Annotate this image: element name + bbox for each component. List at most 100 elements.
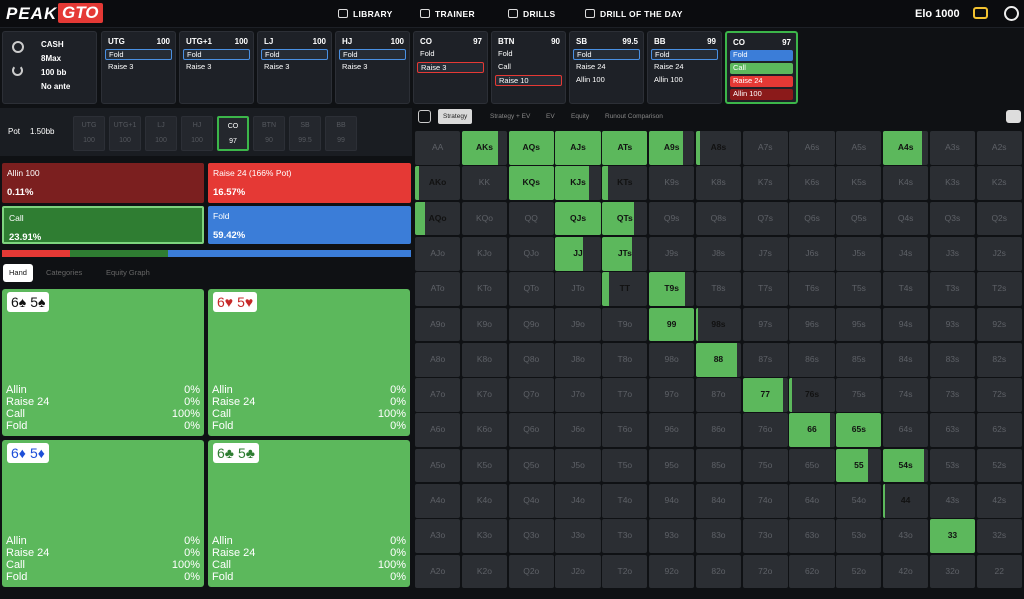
hand-cell[interactable]: 86s [789,342,835,377]
hand-cell[interactable]: 92s [976,307,1022,342]
hand-cell[interactable]: 55 [836,448,882,483]
hand-cell[interactable]: 32o [929,554,976,589]
position-action[interactable]: Fold [261,49,328,60]
hand-cell[interactable]: AKs [461,131,508,165]
hand-cell[interactable]: 63s [929,413,976,448]
controller-icon[interactable] [1006,110,1021,123]
hand-cell[interactable]: T3o [602,519,648,554]
nav-icon[interactable] [585,9,595,18]
hand-cell[interactable]: 83s [929,342,976,377]
hand-cell[interactable]: K2o [461,554,508,589]
hand-cell[interactable]: T6s [789,272,835,306]
hand-cell[interactable]: JJ [555,236,601,271]
hand-cell[interactable]: Q6s [789,201,835,236]
hand-cell[interactable]: QTs [602,201,648,236]
position-card[interactable]: UTG+1 100 Fold Raise 3 [179,31,254,104]
hand-cell[interactable]: T2s [976,272,1022,306]
hand-cell[interactable]: T4o [602,484,648,518]
hand-cell[interactable]: 84o [695,484,742,518]
hand-cell[interactable]: 97s [742,307,788,342]
hand-cell[interactable]: 22 [976,554,1022,589]
hand-cell[interactable]: Q8s [695,201,742,236]
hand-cell[interactable]: 94s [883,307,929,342]
hand-cell[interactable]: AQo [415,201,461,236]
left-tab[interactable]: Hand [3,264,33,282]
hand-cell[interactable]: 65o [789,448,835,483]
hand-cell[interactable]: A9o [415,307,461,342]
chat-icon[interactable] [973,7,988,19]
hand-cell[interactable]: T8o [602,342,648,377]
combo-box[interactable]: 6♦ 5♦ Allin 0% Raise 24 0% Call 100% Fold 0% [2,440,204,587]
position-action[interactable]: Raise 3 [186,62,212,71]
hand-cell[interactable]: 99 [649,307,695,342]
position-action[interactable]: Call [498,62,511,71]
position-action[interactable]: Fold [105,49,172,60]
hand-cell[interactable]: K6s [789,166,835,201]
hand-cell[interactable]: QTo [508,272,554,306]
position-action[interactable]: Raise 3 [264,62,290,71]
hand-cell[interactable]: 63o [789,519,835,554]
hand-cell[interactable]: 42s [976,484,1022,518]
hand-cell[interactable]: K9o [461,307,508,342]
hand-cell[interactable]: 76s [789,378,835,412]
position-action[interactable]: Raise 3 [342,62,368,71]
nav-item[interactable]: LIBRARY [353,9,393,19]
hand-cell[interactable]: A4s [883,131,929,165]
hand-cell[interactable]: 95o [649,448,695,483]
hand-cell[interactable]: J5s [836,236,882,271]
hand-cell[interactable]: 52o [836,554,882,589]
hand-cell[interactable]: 85o [695,448,742,483]
hand-cell[interactable]: J9s [649,236,695,271]
position-action[interactable]: Fold [651,49,718,60]
strategy-box[interactable]: Allin 100 0.11% [2,163,204,203]
hand-cell[interactable]: 87o [695,378,742,412]
hand-cell[interactable]: 65s [836,413,882,448]
hand-cell[interactable]: Q6o [508,413,554,448]
hand-cell[interactable]: 42o [883,554,929,589]
position-card[interactable]: BB 99 Fold Raise 24 Allin 100 [647,31,722,104]
hand-cell[interactable]: 75s [836,378,882,412]
hand-cell[interactable]: J4s [883,236,929,271]
left-tab[interactable]: Equity Graph [106,268,150,277]
nav-icon[interactable] [338,9,348,18]
position-action[interactable]: Fold [183,49,250,60]
hand-cell[interactable]: T9o [602,307,648,342]
hand-cell[interactable]: 43o [883,519,929,554]
hand-cell[interactable]: K9s [649,166,695,201]
hand-cell[interactable]: T2o [602,554,648,589]
hand-cell[interactable]: Q5s [836,201,882,236]
hand-cell[interactable]: TT [602,272,648,306]
hand-cell[interactable]: 82s [976,342,1022,377]
hand-cell[interactable]: 62o [789,554,835,589]
nav-item[interactable]: DRILL OF THE DAY [600,9,683,19]
grid-icon[interactable] [418,110,431,123]
hand-cell[interactable]: K5o [461,448,508,483]
hand-cell[interactable]: QJs [555,201,601,236]
hand-cell[interactable]: T5o [602,448,648,483]
hand-cell[interactable]: A4o [415,484,461,518]
nav-icon[interactable] [420,9,430,18]
hand-cell[interactable]: 33 [929,519,976,554]
hand-cell[interactable]: 88 [695,342,742,377]
hand-cell[interactable]: A5s [836,131,882,165]
hand-cell[interactable]: 72s [976,378,1022,412]
hand-cell[interactable]: J8s [695,236,742,271]
position-action[interactable]: Fold [573,49,640,60]
hand-cell[interactable]: AJo [415,236,461,271]
hand-cell[interactable]: K3s [929,166,976,201]
hand-cell[interactable]: T9s [649,272,695,306]
hand-cell[interactable]: KJs [555,166,601,201]
hand-cell[interactable]: Q8o [508,342,554,377]
seat[interactable]: LJ 100 [145,116,177,151]
hand-cell[interactable]: KTs [602,166,648,201]
hand-cell[interactable]: 62s [976,413,1022,448]
seat[interactable]: BTN 90 [253,116,285,151]
hand-cell[interactable]: A9s [649,131,695,165]
hand-cell[interactable]: Q5o [508,448,554,483]
hand-cell[interactable]: ATo [415,272,461,306]
position-action[interactable]: Fold [730,50,793,61]
position-action[interactable]: Raise 3 [417,62,484,73]
grid-tab[interactable]: Strategy [438,109,473,124]
refresh-icon[interactable] [12,65,23,76]
hand-cell[interactable]: 93o [649,519,695,554]
